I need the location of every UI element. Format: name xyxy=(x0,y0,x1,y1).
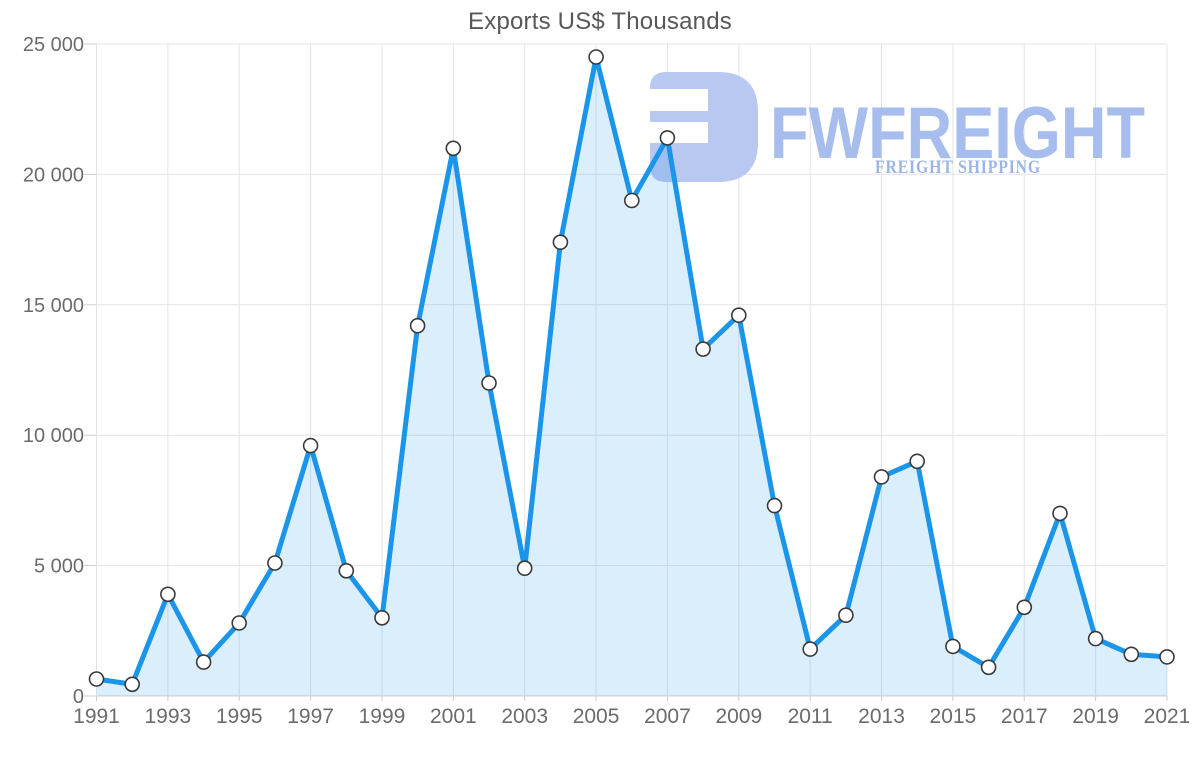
chart-title: Exports US$ Thousands xyxy=(468,8,732,35)
x-tick-label: 1997 xyxy=(287,705,334,728)
x-tick-label: 1999 xyxy=(359,705,406,728)
data-point-2018[interactable] xyxy=(1052,505,1068,522)
y-tick-label: 15 000 xyxy=(23,295,84,317)
x-tick-label: 2009 xyxy=(715,705,762,728)
data-point-1995[interactable] xyxy=(231,615,247,631)
logo-group: FWFREIGHT FREIGHT SHIPPING xyxy=(648,72,1145,182)
x-tick-label: 2015 xyxy=(930,705,977,728)
y-tick-label: 5 000 xyxy=(34,556,84,578)
data-point-2009[interactable] xyxy=(730,307,747,324)
x-tick-label: 2021 xyxy=(1144,705,1191,728)
data-point-1992[interactable] xyxy=(124,676,140,693)
x-tick-label: 2001 xyxy=(430,705,477,728)
y-tick-label: 20 000 xyxy=(23,164,84,186)
data-point-2020[interactable] xyxy=(1123,646,1140,663)
y-tick-label: 0 xyxy=(73,686,84,708)
x-tick-label: 2017 xyxy=(1001,705,1048,728)
x-tick-label: 1993 xyxy=(145,705,192,728)
data-point-2007[interactable] xyxy=(659,130,676,146)
logo-mark-notch xyxy=(648,89,708,111)
x-tick-label: 2003 xyxy=(501,705,548,728)
data-point-2012[interactable] xyxy=(838,607,854,624)
data-point-2013[interactable] xyxy=(873,469,890,485)
data-point-1996[interactable] xyxy=(267,555,283,571)
data-point-1994[interactable] xyxy=(195,654,212,670)
x-tick-label: 1995 xyxy=(216,705,263,728)
y-tick-label: 25 000 xyxy=(23,34,84,56)
data-point-2001[interactable] xyxy=(445,140,462,157)
data-point-2006[interactable] xyxy=(623,192,640,209)
y-tick-label: 10 000 xyxy=(23,425,84,447)
data-point-2021[interactable] xyxy=(1159,649,1175,665)
data-point-2005[interactable] xyxy=(588,49,604,65)
watermark-tagline-text: FREIGHT SHIPPING xyxy=(875,157,1041,178)
data-point-1991[interactable] xyxy=(88,671,105,687)
x-tick-label: 1991 xyxy=(73,705,120,728)
data-point-2015[interactable] xyxy=(945,638,961,655)
x-tick-label: 2011 xyxy=(788,705,833,728)
data-point-2014[interactable] xyxy=(909,453,926,470)
data-point-2017[interactable] xyxy=(1016,599,1033,616)
x-tick-label: 2013 xyxy=(858,705,905,728)
data-point-1997[interactable] xyxy=(302,437,319,454)
data-point-1993[interactable] xyxy=(160,586,176,603)
data-point-2011[interactable] xyxy=(802,641,819,657)
data-point-2019[interactable] xyxy=(1087,630,1104,647)
x-tick-label: 2019 xyxy=(1072,705,1119,728)
data-point-2004[interactable] xyxy=(552,234,569,250)
data-point-2008[interactable] xyxy=(695,341,711,357)
data-point-2016[interactable] xyxy=(980,659,997,676)
watermark-brand-text: FWFREIGHT xyxy=(770,93,1145,174)
x-tick-label: 2005 xyxy=(573,705,620,728)
data-point-2000[interactable] xyxy=(409,317,426,334)
data-point-2003[interactable] xyxy=(516,560,533,577)
data-point-1999[interactable] xyxy=(374,609,390,626)
data-point-1998[interactable] xyxy=(338,562,355,579)
area-fill xyxy=(96,57,1167,696)
data-point-2010[interactable] xyxy=(766,497,783,514)
x-tick-label: 2007 xyxy=(644,705,691,728)
data-point-2002[interactable] xyxy=(481,375,497,391)
